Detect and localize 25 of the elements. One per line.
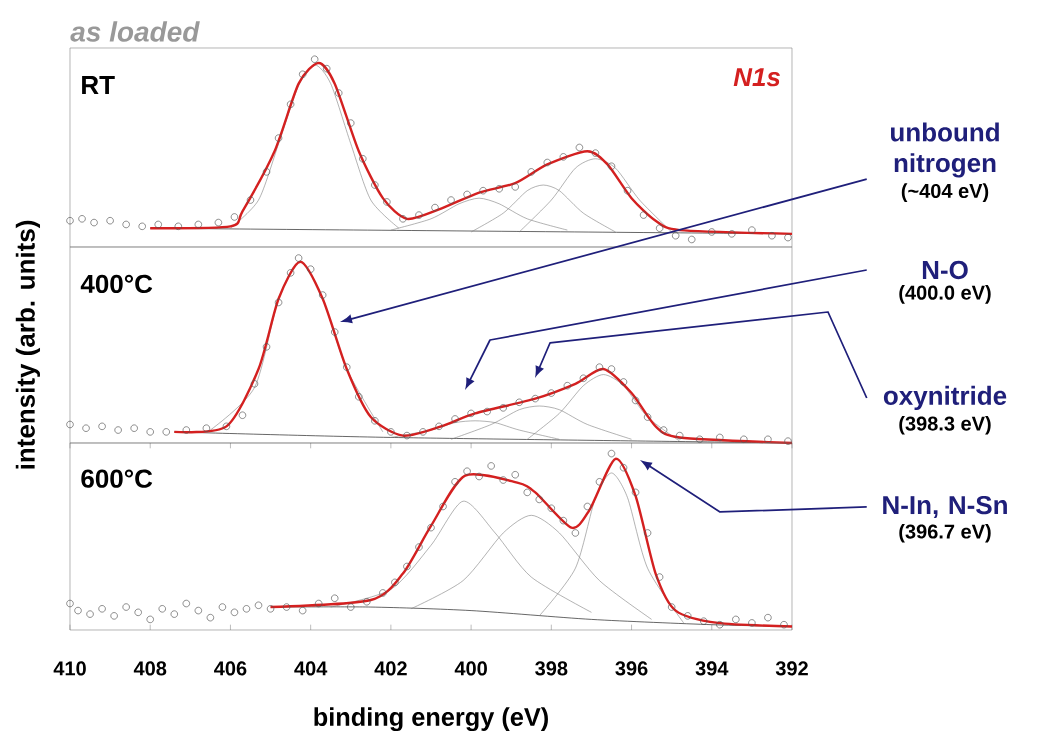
x-tick-label: 396: [615, 661, 648, 676]
text: unbound nitrogen: [891, 122, 999, 178]
y-axis-title: intensity (arb. units): [15, 220, 41, 469]
x-tick-label: 392: [775, 661, 808, 676]
annotation: N1s: [733, 68, 780, 87]
chart-subtitle: 400°C: [80, 274, 153, 294]
x-tick-label: 394: [695, 661, 729, 676]
text: (396.7 eV): [899, 523, 991, 543]
text: (~404 eV): [901, 183, 989, 202]
text: N-In, N-Sn: [883, 495, 1007, 519]
x-tick-label: 410: [53, 661, 86, 676]
text: (398.3 eV): [899, 415, 991, 435]
text: N-O: [922, 260, 968, 280]
x-tick-label: 400: [454, 661, 487, 676]
text: (400.0 eV): [899, 285, 991, 304]
x-tick-label: 402: [374, 661, 407, 676]
text: oxynitride: [883, 385, 1007, 411]
x-axis-title: binding energy (eV): [314, 707, 548, 732]
chart-subtitle: 600°C: [81, 469, 153, 488]
x-tick-label: 406: [214, 661, 247, 676]
x-tick-label: 398: [535, 661, 568, 676]
chart-title: as loaded: [70, 21, 200, 42]
x-tick-label: 408: [133, 661, 167, 676]
x-tick-label: 404: [294, 661, 328, 676]
chart-subtitle: RT: [82, 76, 115, 94]
